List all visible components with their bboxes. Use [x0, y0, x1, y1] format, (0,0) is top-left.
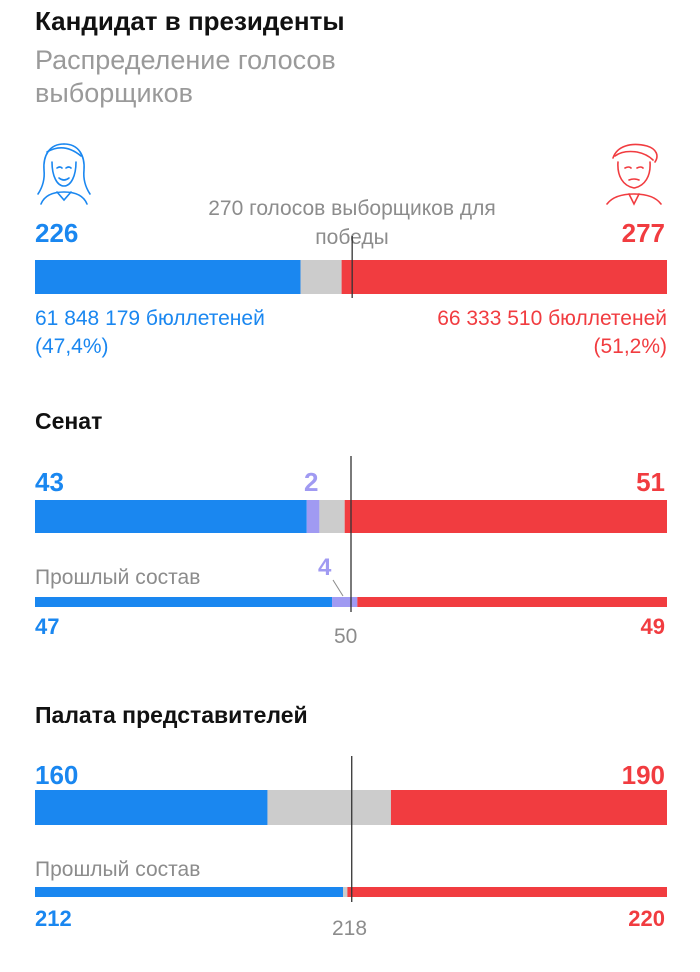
president-rep-votes: 277	[621, 218, 665, 248]
senate-previous-label: Прошлый состав	[35, 566, 201, 589]
senate-previous-dem-count: 47	[35, 614, 60, 639]
house-previous-dem-bar	[35, 887, 344, 897]
senate-title: Сенат	[35, 408, 103, 434]
president-electoral-dem-bar	[35, 260, 301, 294]
house-current-dem-bar	[35, 790, 268, 825]
house-previous-undecided-bar	[343, 887, 348, 897]
senate-current-undecided-bar	[319, 500, 345, 533]
dem-ballots-share: (47,4%)	[35, 335, 109, 358]
house-dem-count: 160	[35, 760, 79, 790]
senate-previous-rep-count: 49	[640, 614, 665, 639]
senate-previous-dem-bar	[35, 597, 333, 607]
senate-threshold-value: 50	[334, 625, 358, 648]
page-title: Кандидат в президенты	[35, 6, 345, 36]
president-dem-ballots: 61 848 179 бюллетеней (47,4%)	[35, 305, 265, 361]
senate-rep-count: 51	[636, 467, 665, 497]
president-dem-votes: 226	[35, 218, 79, 248]
page-subtitle: Распределение голосов выборщиков	[35, 45, 336, 108]
house-previous-rep-bar	[347, 887, 667, 897]
senate-current-independent-bar	[306, 500, 320, 533]
president-electoral-rep-bar	[341, 260, 667, 294]
rep-ballots-share: (51,2%)	[593, 335, 667, 358]
house-previous-rep-count: 220	[628, 906, 665, 931]
house-current-undecided-bar	[267, 790, 391, 825]
house-previous-label: Прошлый состав	[35, 858, 201, 881]
senate-previous-rep-bar	[357, 597, 667, 607]
senate-previous-independent-count: 4	[318, 554, 332, 581]
president-rep-ballots: 66 333 510 бюллетеней (51,2%)	[437, 305, 667, 361]
senate-current-dem-bar	[35, 500, 307, 533]
dem-ballots-count: 61 848 179 бюллетеней	[35, 307, 265, 330]
house-title: Палата представителей	[35, 702, 308, 728]
senate-previous-independent-leader-line	[332, 579, 344, 597]
senate-dem-count: 43	[35, 467, 64, 497]
republican-portrait-icon	[606, 143, 662, 206]
senate-previous-independent-bar	[332, 597, 358, 607]
democrat-portrait-icon	[37, 143, 91, 205]
house-previous-dem-count: 212	[35, 906, 72, 931]
senate-independent-count: 2	[304, 467, 319, 497]
rep-ballots-count: 66 333 510 бюллетеней	[437, 307, 667, 330]
house-current-rep-bar	[390, 790, 667, 825]
president-electoral-undecided-bar	[300, 260, 342, 294]
house-rep-count: 190	[621, 760, 665, 790]
house-threshold-value: 218	[332, 917, 368, 940]
senate-current-rep-bar	[344, 500, 667, 533]
